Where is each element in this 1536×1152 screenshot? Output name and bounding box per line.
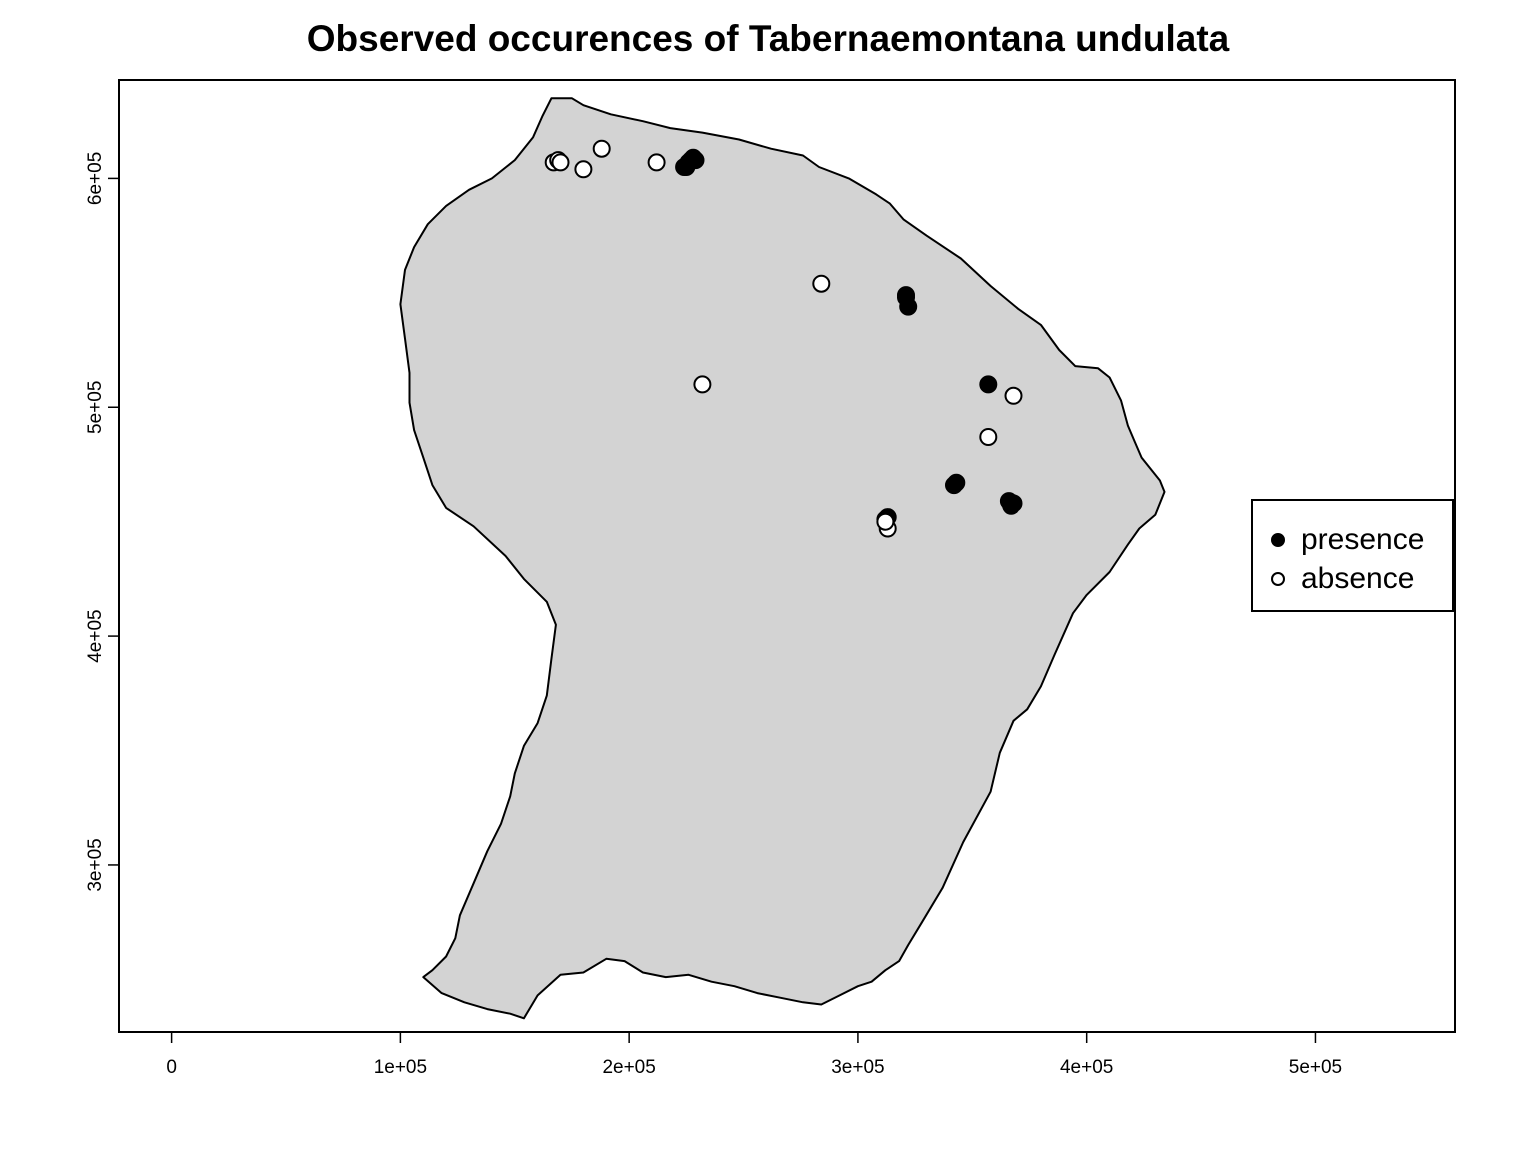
x-tick-label: 3e+05 xyxy=(831,1057,884,1078)
absence-point xyxy=(551,153,570,172)
y-axis: 3e+05 4e+05 5e+05 6e+05 xyxy=(85,152,119,892)
x-tick-label: 4e+05 xyxy=(1060,1057,1113,1078)
absence-point xyxy=(574,160,593,179)
absence-point xyxy=(647,153,666,172)
absence-point xyxy=(876,512,895,531)
presence-marker-icon xyxy=(1271,533,1285,547)
absence-point xyxy=(979,428,998,446)
y-tick-label: 5e+05 xyxy=(85,381,106,434)
land-layer xyxy=(399,97,1166,1020)
legend-item-absence: absence xyxy=(1271,562,1414,596)
legend: presence absence xyxy=(1251,499,1454,612)
absence-point xyxy=(592,139,611,158)
absence-marker-icon xyxy=(1271,572,1285,586)
points-layer xyxy=(544,139,1023,538)
absence-point xyxy=(812,274,831,293)
chart-title: Observed occurences of Tabernaemontana u… xyxy=(306,18,1230,59)
absence-point xyxy=(1004,386,1023,405)
legend-label-presence: presence xyxy=(1301,523,1425,556)
presence-point xyxy=(1002,496,1021,515)
x-tick-label: 1e+05 xyxy=(374,1057,427,1078)
y-tick-label: 4e+05 xyxy=(85,609,106,662)
land-outline xyxy=(399,97,1166,1020)
x-tick-label: 0 xyxy=(166,1057,177,1078)
presence-point xyxy=(979,375,998,394)
presence-point xyxy=(945,476,963,495)
legend-item-presence: presence xyxy=(1271,523,1424,557)
x-axis: 0 1e+05 2e+05 3e+05 4e+05 5e+05 xyxy=(166,1031,1342,1078)
absence-point xyxy=(693,375,712,394)
presence-point xyxy=(897,288,915,307)
legend-label-absence: absence xyxy=(1301,562,1415,595)
x-tick-label: 5e+05 xyxy=(1289,1057,1342,1078)
y-tick-label: 6e+05 xyxy=(85,152,106,205)
x-tick-label: 2e+05 xyxy=(602,1057,655,1078)
y-tick-label: 3e+05 xyxy=(85,838,106,891)
presence-point xyxy=(675,158,694,176)
